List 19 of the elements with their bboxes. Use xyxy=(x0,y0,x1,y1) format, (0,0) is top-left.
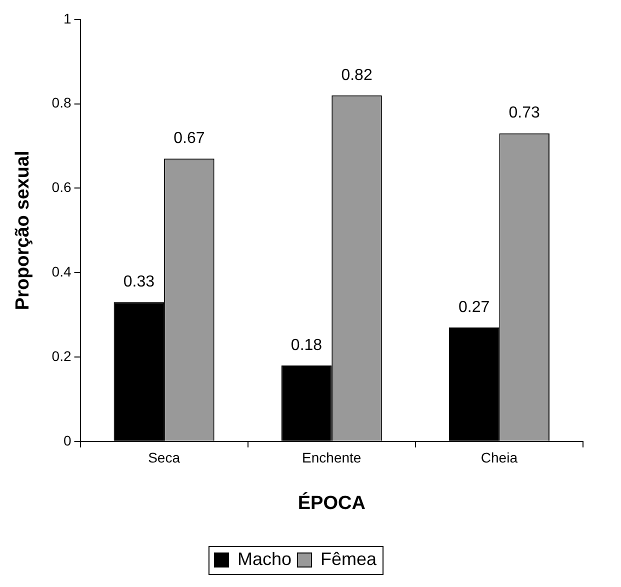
y-tick-label: 1 xyxy=(63,10,72,26)
data-label: 0.82 xyxy=(341,66,372,84)
x-tick-label: Seca xyxy=(148,450,180,466)
x-tick-label: Cheia xyxy=(480,450,518,466)
x-tick-label: Enchente xyxy=(302,450,362,466)
y-tick-label: 0.2 xyxy=(52,348,72,364)
y-tick-label: 0.6 xyxy=(52,179,72,196)
data-label: 0.33 xyxy=(123,274,155,291)
y-tick-label: 0 xyxy=(63,432,72,448)
y-axis-title: Proporção sexual xyxy=(12,150,34,310)
data-label: 0.73 xyxy=(508,104,540,122)
data-label: 0.18 xyxy=(290,336,322,354)
legend-label: Macho xyxy=(237,548,292,569)
data-label: 0.27 xyxy=(458,298,490,316)
x-axis-title: ÉPOCA xyxy=(298,492,366,514)
data-label: 0.67 xyxy=(174,130,205,148)
y-tick-label: 0.4 xyxy=(52,263,72,280)
y-tick-label: 0.8 xyxy=(52,94,72,111)
legend-label: Fêmea xyxy=(320,548,378,569)
